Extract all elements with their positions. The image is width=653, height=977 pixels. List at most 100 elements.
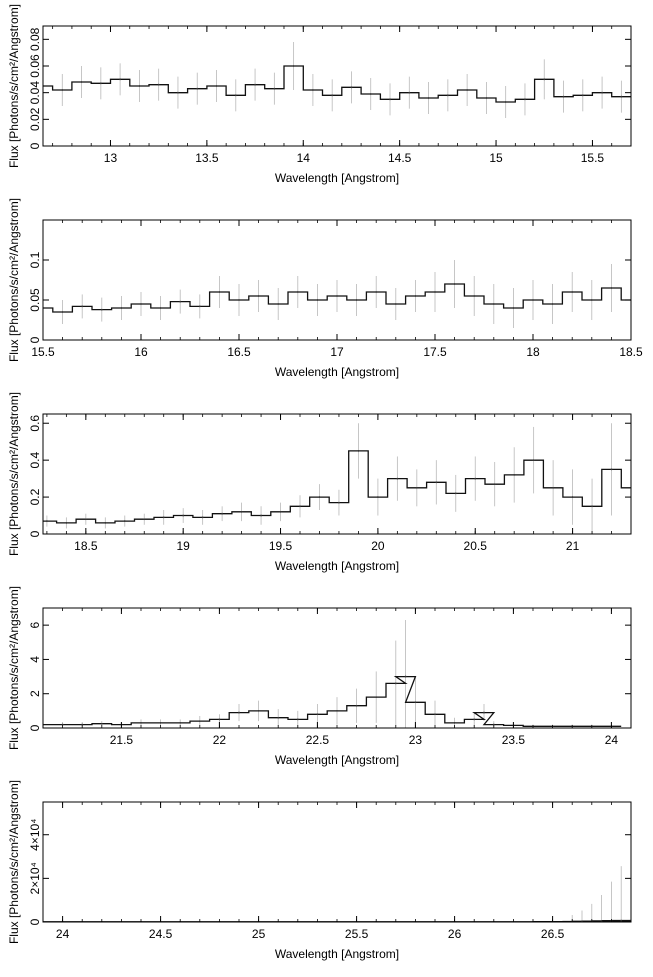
y-axis-title: Flux [Photons/s/cm²/Angstrom] [7, 780, 21, 944]
x-tick-label: 16 [134, 345, 148, 359]
data-point [350, 86, 353, 89]
data-point [336, 295, 338, 297]
data-point [120, 307, 123, 309]
data-point [513, 474, 516, 476]
data-point [396, 477, 399, 480]
data-point [123, 520, 126, 522]
data-point [218, 718, 221, 721]
data-point [473, 718, 476, 721]
data-point [414, 295, 417, 297]
data-point [404, 675, 407, 678]
x-tick-label: 15 [489, 151, 503, 165]
spectrum-step-line [43, 675, 622, 727]
spectrum-panel-5: 24 24.5 25 25.5 26 26.5 0 2×10⁴ 4×10⁴ Wavelength … [7, 780, 632, 961]
data-point [552, 486, 555, 489]
x-axis-title: Wavelength [Angstrom] [275, 753, 399, 767]
data-point [61, 311, 64, 313]
x-tick-label: 15.5 [31, 345, 55, 359]
y-tick-label: 0.4 [28, 451, 42, 468]
data-point [215, 85, 218, 87]
data-point [61, 89, 64, 91]
data-point [100, 722, 103, 725]
data-point [198, 305, 201, 308]
y-tick-label: 0.06 [28, 54, 42, 78]
data-point [196, 87, 199, 90]
data-point [179, 300, 182, 303]
data-point [260, 514, 262, 517]
data-point [238, 711, 240, 714]
data-point [571, 291, 574, 293]
data-point [99, 82, 102, 85]
y-tick-label: 2×10⁴ [28, 862, 42, 894]
plot-frame [42, 413, 632, 535]
data-point [257, 295, 260, 297]
data-point [512, 307, 515, 309]
data-point [45, 520, 48, 522]
data-point [140, 303, 142, 305]
x-tick-label: 17.5 [423, 345, 447, 359]
data-point [218, 291, 221, 293]
y-tick-label: 0.05 [28, 288, 42, 312]
x-tick-label: 19 [177, 539, 191, 553]
y-tick-label: 0 [28, 918, 42, 925]
data-point [338, 501, 340, 504]
data-point [257, 709, 260, 712]
plot-area [43, 620, 622, 728]
data-point [138, 85, 141, 87]
data-point [543, 78, 546, 81]
y-tick-label: 0.04 [28, 81, 42, 105]
x-tick-label: 25 [252, 927, 266, 941]
x-axis-title: Wavelength [Angstrom] [275, 365, 399, 379]
y-tick-label: 0.6 [28, 415, 42, 432]
y-tick-label: 0 [28, 724, 42, 731]
data-point [485, 97, 488, 99]
data-point [221, 512, 224, 515]
data-point [65, 522, 68, 524]
y-axis-title: Flux [Photons/s/cm²/Angstrom] [7, 586, 21, 750]
data-point [562, 95, 565, 98]
data-point [238, 299, 240, 301]
data-point [493, 483, 496, 486]
y-axis-title: Flux [Photons/s/cm²/Angstrom] [7, 4, 21, 168]
data-point [198, 720, 201, 723]
x-tick-label: 26 [448, 927, 462, 941]
data-point [234, 94, 237, 97]
data-point [376, 496, 379, 498]
data-point [620, 95, 623, 98]
x-tick-label: 19.5 [269, 539, 293, 553]
x-tick-label: 21.5 [110, 733, 134, 747]
y-tick-label: 4×10⁴ [28, 819, 42, 851]
y-axis-title: Flux [Photons/s/cm²/Angstrom] [7, 392, 21, 556]
data-point [355, 704, 358, 707]
x-tick-label: 22 [213, 733, 227, 747]
data-point [571, 496, 574, 498]
data-point [179, 721, 182, 724]
data-point [454, 492, 457, 495]
data-point [159, 721, 162, 724]
data-point [394, 682, 397, 685]
x-tick-label: 23 [409, 733, 423, 747]
data-point [296, 291, 299, 293]
data-point [331, 94, 334, 97]
data-point [414, 701, 417, 704]
data-point [299, 505, 301, 508]
spectrum-panel-3: 18.5 19 19.5 20 20.5 21 0 0.2 0.4 0.6 Wavelength [… [7, 392, 632, 573]
data-point [551, 303, 554, 305]
spectrum-panel-2: 15.5 16 16.5 17 17.5 18 18.5 0 0.05 0.1 Wavelength… [7, 198, 643, 379]
data-point [277, 716, 280, 719]
data-point [434, 713, 436, 716]
data-point [61, 723, 64, 726]
y-tick-label: 0.08 [28, 27, 42, 51]
x-tick-label: 14 [297, 151, 311, 165]
data-point [84, 518, 87, 521]
data-point [80, 81, 83, 83]
data-point [434, 291, 436, 293]
data-point [369, 93, 372, 95]
data-point [375, 291, 378, 293]
y-tick-label: 0 [28, 336, 42, 343]
data-point [140, 721, 142, 724]
data-point [292, 65, 295, 67]
y-tick-label: 4 [28, 656, 42, 663]
data-point [355, 299, 358, 301]
